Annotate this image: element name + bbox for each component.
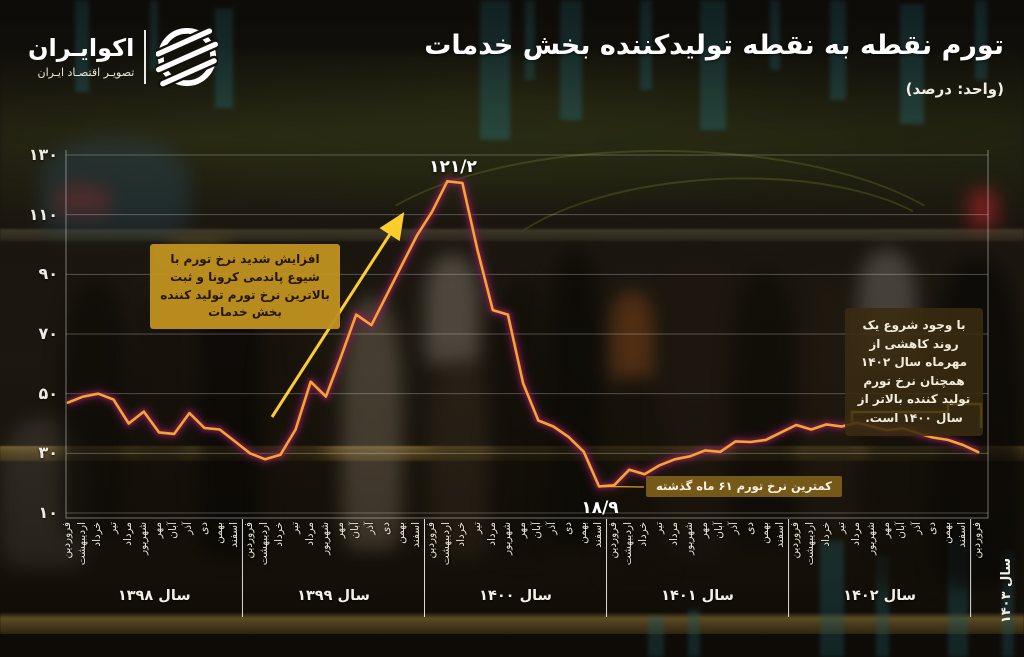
brand-tagline: تصویـر اقتصـاد ایـران xyxy=(37,65,135,79)
month-label: اردیبهشت xyxy=(76,522,89,566)
plot-border xyxy=(65,150,989,519)
y-axis-tick: ۱۱۰ xyxy=(28,204,58,224)
month-label: فروردین xyxy=(971,522,984,559)
y-axis-tick: ۱۰ xyxy=(38,503,58,522)
brand-divider xyxy=(144,30,147,84)
year-label: سال ۱۴۰۱ xyxy=(661,588,734,604)
year-label: سال ۱۴۰۰ xyxy=(479,588,552,604)
peak-value-label: ۱۲۱/۲ xyxy=(429,157,477,177)
unit-subtitle: (واحد: درصد) xyxy=(905,80,1004,98)
year-label: سال ۱۳۹۸ xyxy=(117,588,191,604)
brand-text: اکوایـران تصویـر اقتصـاد ایـران xyxy=(28,34,135,79)
month-label: اسفند xyxy=(773,522,786,548)
y-axis-tick: ۱۳۰ xyxy=(28,145,58,164)
y-axis-tick: ۵۰ xyxy=(38,383,58,403)
y-axis-tick: ۷۰ xyxy=(38,324,58,343)
year-label-1403: سال ۱۴۰۳ xyxy=(999,558,1014,624)
covid-annotation: افزایش شدید نرخ تورم با شیوع پاندمی کرون… xyxy=(150,244,340,329)
month-label: فروردین xyxy=(789,522,802,559)
year-label: سال ۱۴۰۲ xyxy=(843,588,916,604)
month-label: اسفند xyxy=(409,522,422,548)
brand-name: اکوایـران xyxy=(28,34,135,63)
month-label: اسفند xyxy=(227,522,240,548)
page-title: تورم نقطه به نقطه تولیدکننده بخش خدمات xyxy=(424,30,1004,61)
low-note-connector xyxy=(598,485,645,488)
month-label: فروردین xyxy=(607,522,620,559)
y-axis-tick: ۳۰ xyxy=(38,443,58,463)
low-value-label: ۱۸/۹ xyxy=(581,498,619,518)
month-label: اسفند xyxy=(956,522,969,548)
low-annotation: کمترین نرخ تورم ۶۱ ماه گذشته xyxy=(646,476,842,497)
month-label: فروردین xyxy=(243,522,256,559)
inflation-series-line xyxy=(66,180,980,488)
month-label: فروردین xyxy=(425,522,438,559)
month-label: فروردین xyxy=(61,522,73,559)
month-label: اسفند xyxy=(591,522,604,548)
ecoiran-logo-icon xyxy=(156,26,219,88)
y-axis-tick: ۹۰ xyxy=(38,264,58,284)
trend-annotation: با وجود شروع یک روند کاهشی از مهرماه سال… xyxy=(845,308,983,436)
year-label: سال ۱۳۹۹ xyxy=(297,588,370,604)
brand-block: اکوایـران تصویـر اقتصـاد ایـران xyxy=(28,26,219,88)
